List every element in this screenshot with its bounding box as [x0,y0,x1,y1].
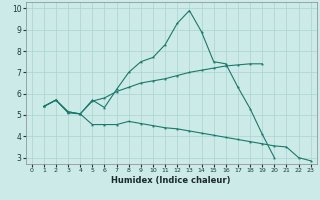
X-axis label: Humidex (Indice chaleur): Humidex (Indice chaleur) [111,176,231,185]
